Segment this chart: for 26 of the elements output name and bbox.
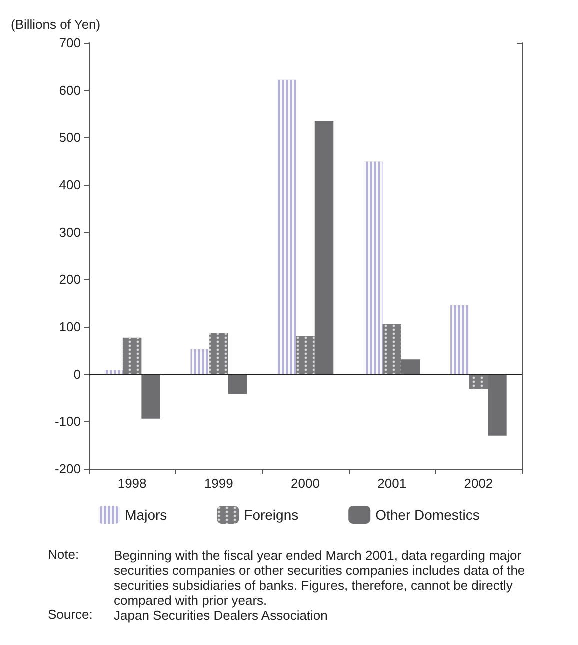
y-tick-label: 300 — [59, 224, 81, 240]
text: Note: Beginning with the fiscal year ended March 2001, data regarding major securities companies or other securities companies includes data of the securities subsidiaries of banks. Figures, therefore, cannot be directly compared with prior years. — [48, 547, 526, 608]
y-tick-label: 200 — [59, 272, 81, 288]
bar — [488, 374, 507, 436]
y-tick-label: 500 — [59, 130, 81, 146]
bar — [228, 374, 248, 394]
x-tick-label: 2002 — [464, 476, 494, 491]
legend-label: Other Domestics — [376, 507, 480, 523]
bar — [401, 360, 420, 374]
legend-label: Foreigns — [244, 507, 299, 523]
x-tick-label: 2000 — [291, 476, 320, 491]
legend-label: Majors — [125, 507, 168, 523]
y-tick-label: 400 — [59, 178, 81, 192]
x-tick-label: 1998 — [118, 476, 147, 491]
bar — [142, 374, 160, 419]
bar — [314, 121, 334, 374]
y-tick-label: -100 — [54, 414, 81, 430]
y-tick-label: -200 — [54, 462, 81, 476]
y-tick-label: 0 — [74, 366, 81, 382]
x-tick-label: 2001 — [378, 476, 407, 491]
y-tick-label: 700 — [59, 36, 81, 50]
y-tick-label: 100 — [59, 320, 81, 334]
x-tick-label: 1999 — [204, 476, 234, 491]
y-tick-label: 600 — [59, 82, 81, 98]
text: Source: Japan Securities Dealers Association — [48, 607, 328, 623]
y-axis-title: (Billions of Yen) — [11, 17, 101, 32]
